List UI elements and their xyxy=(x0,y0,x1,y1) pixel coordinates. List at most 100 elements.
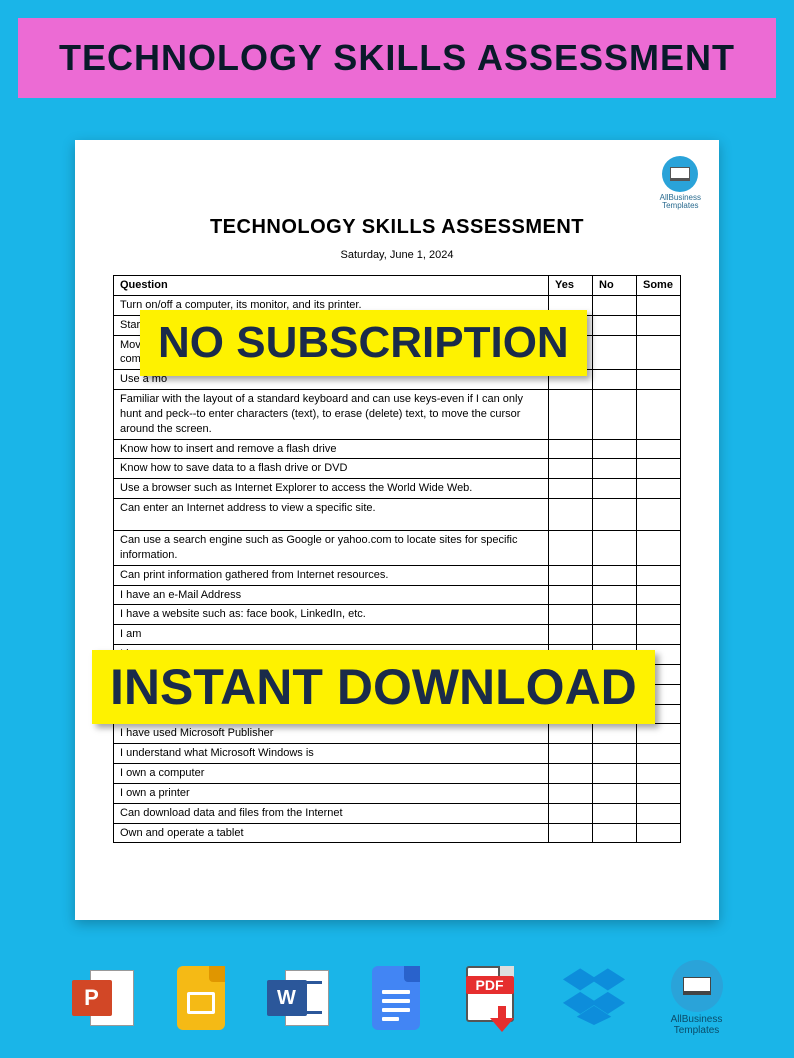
laptop-icon xyxy=(671,960,723,1012)
question-cell: Know how to save data to a flash drive o… xyxy=(114,459,549,479)
page-container: TECHNOLOGY SKILLS ASSESSMENT AllBusiness… xyxy=(0,0,794,1058)
answer-cell xyxy=(637,605,681,625)
answer-cell xyxy=(549,764,593,784)
answer-cell xyxy=(549,823,593,843)
col-some: Some xyxy=(637,276,681,296)
dropbox-icon xyxy=(559,967,629,1030)
answer-cell xyxy=(637,585,681,605)
table-row: Familiar with the layout of a standard k… xyxy=(114,390,681,440)
table-row: Know how to save data to a flash drive o… xyxy=(114,459,681,479)
answer-cell xyxy=(549,439,593,459)
answer-cell xyxy=(593,370,637,390)
answer-cell xyxy=(637,439,681,459)
answer-cell xyxy=(637,565,681,585)
overlay-no-subscription: NO SUBSCRIPTION xyxy=(140,310,587,376)
answer-cell xyxy=(593,823,637,843)
table-body: Turn on/off a computer, its monitor, and… xyxy=(114,295,681,843)
answer-cell xyxy=(637,499,681,531)
table-row: Can print information gathered from Inte… xyxy=(114,565,681,585)
answer-cell xyxy=(549,530,593,565)
answer-cell xyxy=(637,764,681,784)
col-yes: Yes xyxy=(549,276,593,296)
table-row: Can enter an Internet address to view a … xyxy=(114,499,681,531)
abt-label: AllBusiness Templates xyxy=(671,1015,723,1036)
powerpoint-badge: P xyxy=(72,980,112,1016)
answer-cell xyxy=(549,565,593,585)
answer-cell xyxy=(549,499,593,531)
table-row: I own a printer xyxy=(114,783,681,803)
table-row: Can use a search engine such as Google o… xyxy=(114,530,681,565)
answer-cell xyxy=(593,565,637,585)
table-row: I own a computer xyxy=(114,764,681,784)
answer-cell xyxy=(637,295,681,315)
question-cell: I am xyxy=(114,625,549,645)
powerpoint-icon: P xyxy=(72,966,136,1030)
question-cell: I have used Microsoft Publisher xyxy=(114,724,549,744)
question-cell: I own a printer xyxy=(114,783,549,803)
answer-cell xyxy=(593,499,637,531)
table-row: I have an e-Mail Address xyxy=(114,585,681,605)
answer-cell xyxy=(593,585,637,605)
table-row: I understand what Microsoft Windows is xyxy=(114,744,681,764)
answer-cell xyxy=(637,315,681,335)
col-no: No xyxy=(593,276,637,296)
col-question: Question xyxy=(114,276,549,296)
table-row: I have a website such as: face book, Lin… xyxy=(114,605,681,625)
corner-logo-label: AllBusiness Templates xyxy=(660,194,701,210)
title-banner: TECHNOLOGY SKILLS ASSESSMENT xyxy=(18,18,776,98)
question-cell: Can use a search engine such as Google o… xyxy=(114,530,549,565)
answer-cell xyxy=(637,390,681,440)
google-slides-icon xyxy=(177,966,225,1030)
answer-cell xyxy=(593,439,637,459)
laptop-icon xyxy=(662,156,698,192)
answer-cell xyxy=(637,370,681,390)
document-title: TECHNOLOGY SKILLS ASSESSMENT xyxy=(113,216,681,239)
answer-cell xyxy=(549,625,593,645)
document-preview: AllBusiness Templates TECHNOLOGY SKILLS … xyxy=(75,140,719,920)
answer-cell xyxy=(637,459,681,479)
answer-cell xyxy=(549,390,593,440)
table-row: Own and operate a tablet xyxy=(114,823,681,843)
download-arrow-icon xyxy=(490,1006,514,1034)
question-cell: I have a website such as: face book, Lin… xyxy=(114,605,549,625)
answer-cell xyxy=(549,744,593,764)
answer-cell xyxy=(593,764,637,784)
answer-cell xyxy=(637,530,681,565)
question-cell: I understand what Microsoft Windows is xyxy=(114,744,549,764)
answer-cell xyxy=(593,390,637,440)
question-cell: Can print information gathered from Inte… xyxy=(114,565,549,585)
answer-cell xyxy=(593,479,637,499)
answer-cell xyxy=(637,783,681,803)
answer-cell xyxy=(637,803,681,823)
pdf-label: PDF xyxy=(466,976,514,994)
answer-cell xyxy=(593,744,637,764)
document-date: Saturday, June 1, 2024 xyxy=(113,249,681,261)
pdf-icon: PDF xyxy=(462,966,518,1030)
question-cell: Own and operate a tablet xyxy=(114,823,549,843)
answer-cell xyxy=(593,530,637,565)
answer-cell xyxy=(637,625,681,645)
allbusiness-templates-icon: AllBusiness Templates xyxy=(671,960,723,1036)
answer-cell xyxy=(593,335,637,370)
table-row: Use a browser such as Internet Explorer … xyxy=(114,479,681,499)
question-cell: Know how to insert and remove a flash dr… xyxy=(114,439,549,459)
word-badge: W xyxy=(267,980,307,1016)
answer-cell xyxy=(637,744,681,764)
answer-cell xyxy=(549,605,593,625)
question-cell: Use a browser such as Internet Explorer … xyxy=(114,479,549,499)
answer-cell xyxy=(549,783,593,803)
question-cell: I own a computer xyxy=(114,764,549,784)
answer-cell xyxy=(593,315,637,335)
table-header-row: Question Yes No Some xyxy=(114,276,681,296)
page-title: TECHNOLOGY SKILLS ASSESSMENT xyxy=(59,37,735,79)
answer-cell xyxy=(593,295,637,315)
question-cell: Can download data and files from the Int… xyxy=(114,803,549,823)
answer-cell xyxy=(637,724,681,744)
answer-cell xyxy=(593,625,637,645)
google-docs-icon xyxy=(372,966,420,1030)
answer-cell xyxy=(637,823,681,843)
overlay-instant-download: INSTANT DOWNLOAD xyxy=(92,650,655,724)
answer-cell xyxy=(549,724,593,744)
answer-cell xyxy=(549,479,593,499)
answer-cell xyxy=(593,803,637,823)
